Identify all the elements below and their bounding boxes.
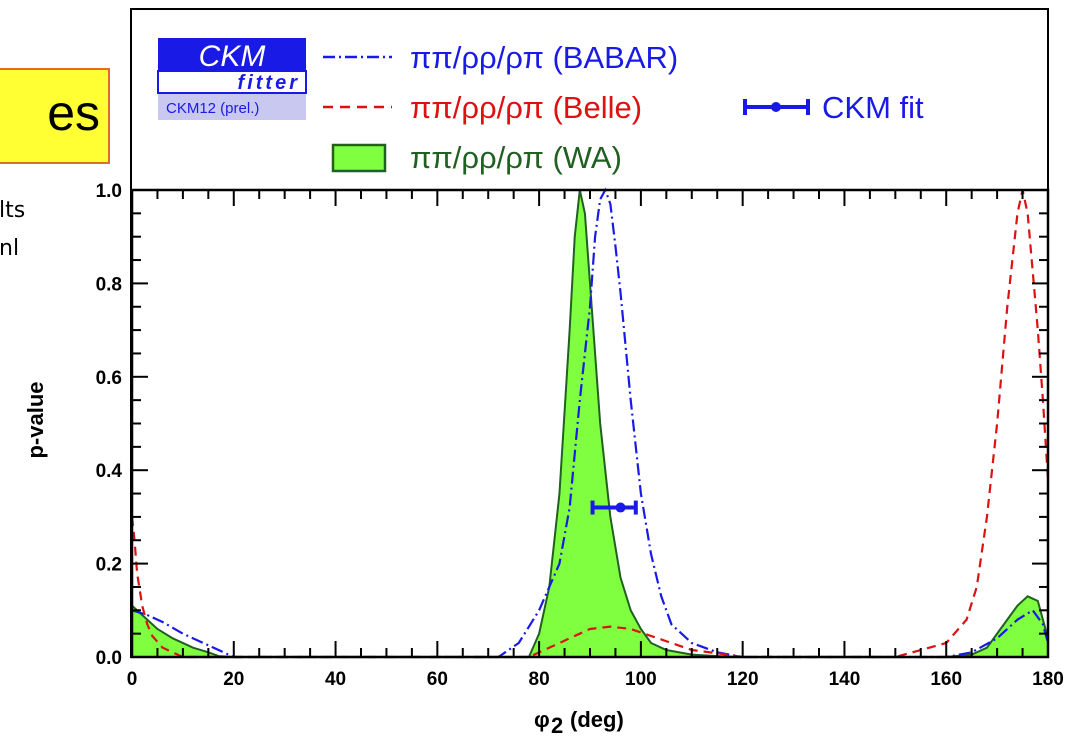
x-tick-label: 100 <box>625 669 657 690</box>
plot-area: 0 20 40 60 80 100 120 140 160 180 0.0 0.2 0.4 0.6 0.8… <box>96 181 1064 690</box>
x-tick-label: 20 <box>223 669 244 690</box>
logo-tag: CKM12 (prel.) <box>166 100 259 117</box>
slide-title-fragment: es <box>47 85 100 141</box>
logo-title-box <box>158 38 306 71</box>
x-tick-label: 140 <box>829 669 861 690</box>
legend-ckm-fit-label: CKM fit <box>822 90 924 125</box>
legend-ckm-fit-swatch <box>743 99 810 115</box>
y-tick-labels: 0.0 0.2 0.4 0.6 0.8 1.0 <box>96 181 123 669</box>
y-tick-label: 0.0 <box>96 648 122 669</box>
x-tick-label: 40 <box>325 669 346 690</box>
legend-babar-label: ππ/ρρ/ρπ (BABAR) <box>410 40 678 75</box>
y-tick-label: 0.2 <box>96 555 122 576</box>
logo-subtitle: fitter <box>238 72 300 94</box>
ckm-fit-marker <box>615 502 626 513</box>
logo-tag-box <box>158 94 306 120</box>
ckmfitter-logo: CKM fitter CKM12 (prel.) <box>157 38 307 120</box>
slide-text-fragment-1: lts <box>0 198 26 223</box>
y-tick-label: 1.0 <box>96 181 122 202</box>
x-tick-label: 60 <box>427 669 448 690</box>
legend-ckm-fit-marker <box>771 102 781 112</box>
x-tick-label: 0 <box>127 669 138 690</box>
axis-ticks <box>131 189 1049 658</box>
x-axis-title-symbol: φ <box>534 707 550 732</box>
series-belle-line <box>130 189 1050 659</box>
ckm-fit-point <box>590 500 638 515</box>
x-axis-title-subscript: 2 <box>551 713 563 738</box>
x-tick-label: 80 <box>529 669 550 690</box>
x-tick-label: 180 <box>1032 669 1064 690</box>
series-babar-line <box>131 187 1050 659</box>
legend-belle-label: ππ/ρρ/ρπ (Belle) <box>410 90 642 125</box>
legend-wa-label: ππ/ρρ/ρπ (WA) <box>410 140 622 175</box>
x-axis-title: φ 2 (deg) <box>534 707 624 738</box>
slide-text-fragment-2: nl <box>0 236 20 261</box>
legend: ππ/ρρ/ρπ (BABAR) ππ/ρρ/ρπ (Belle) ππ/ρρ/… <box>323 40 924 175</box>
legend-wa-swatch <box>331 143 387 173</box>
series-wa-area <box>131 189 1049 658</box>
slide-title-badge: es <box>0 68 110 164</box>
x-tick-label: 120 <box>727 669 759 690</box>
y-axis-title: p-value <box>23 381 48 458</box>
x-tick-label: 160 <box>930 669 962 690</box>
logo-title: CKM <box>199 40 266 73</box>
y-tick-label: 0.4 <box>96 461 123 482</box>
logo-subtitle-box <box>157 70 307 94</box>
y-tick-label: 0.6 <box>96 368 122 389</box>
y-tick-label: 0.8 <box>96 274 122 295</box>
x-tick-labels: 0 20 40 60 80 100 120 140 160 180 <box>127 669 1064 690</box>
x-axis-title-unit: (deg) <box>570 707 624 732</box>
